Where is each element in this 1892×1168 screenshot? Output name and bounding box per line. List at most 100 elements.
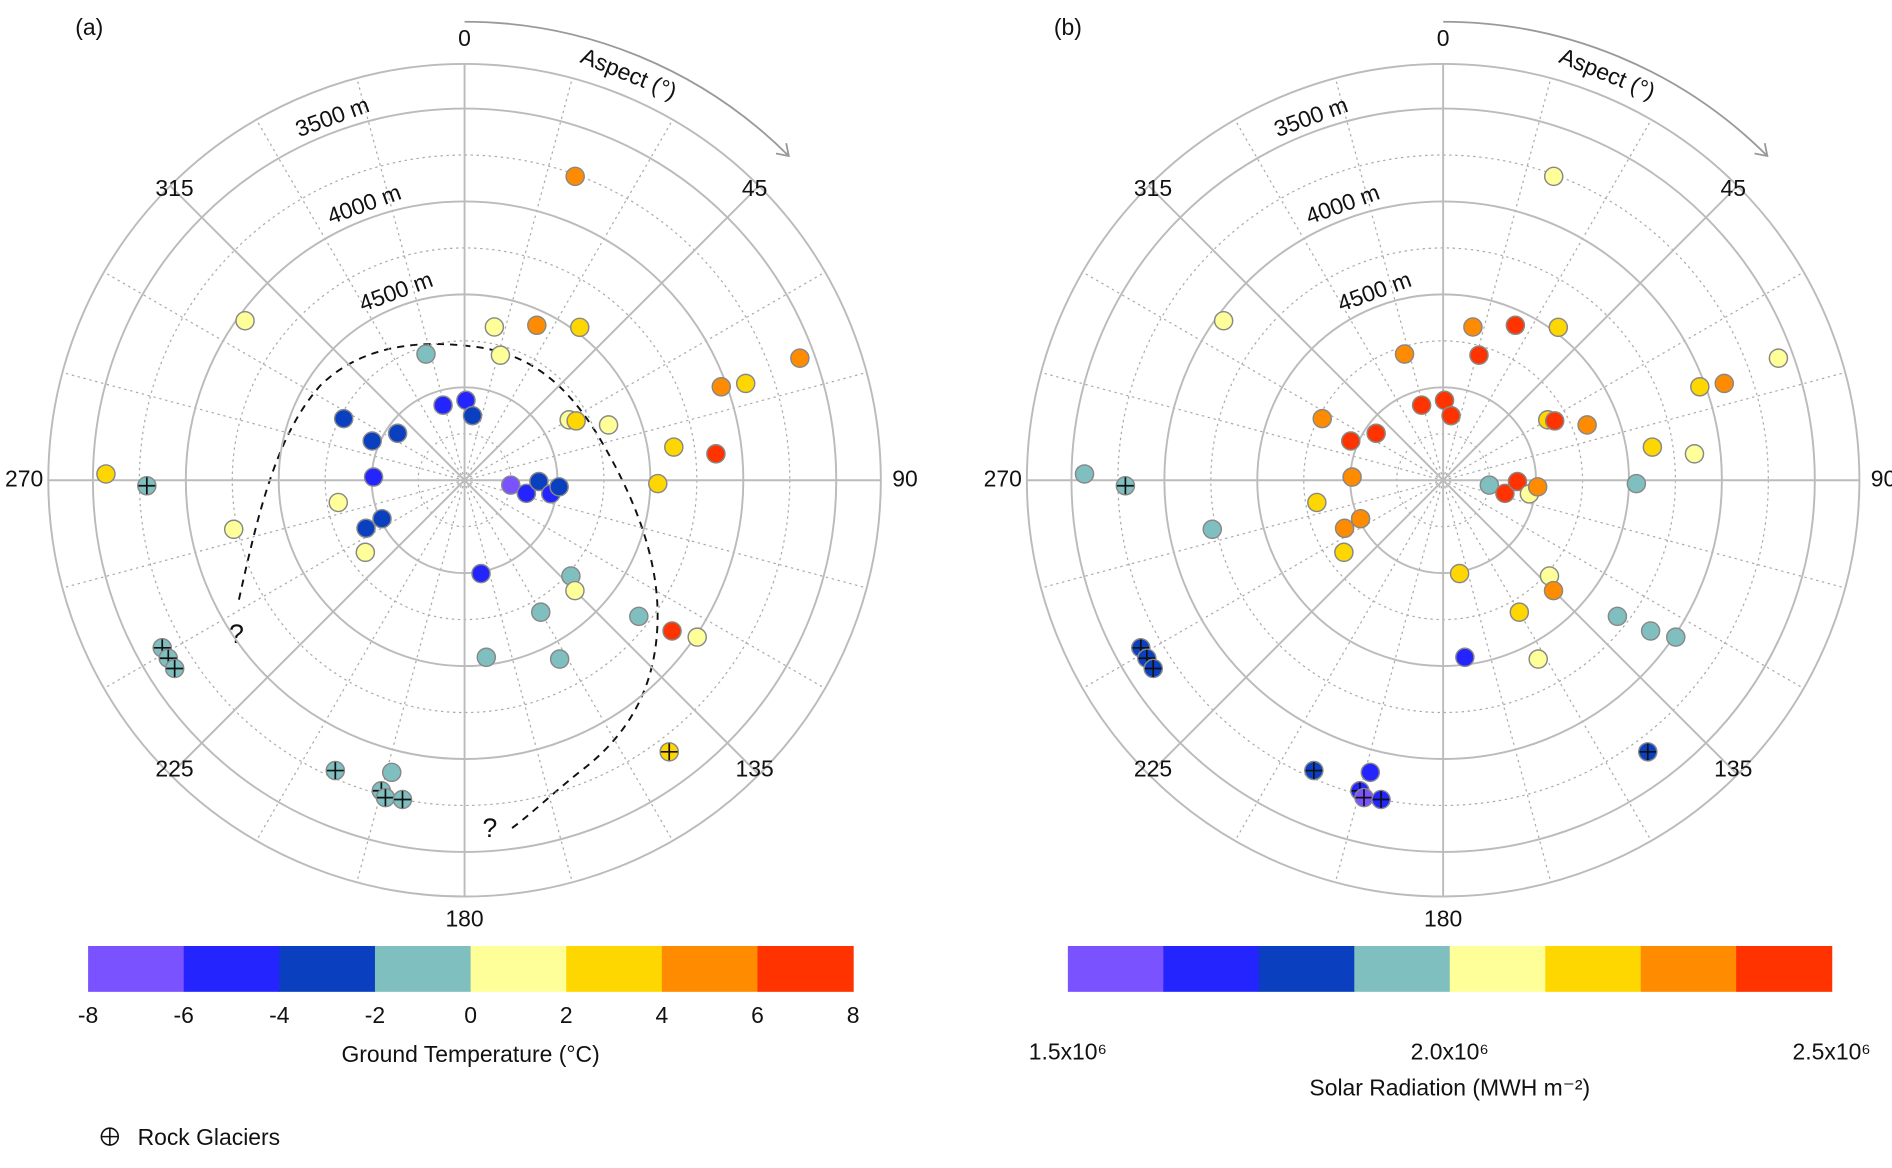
data-point (490, 345, 511, 365)
data-point (1312, 408, 1333, 429)
data-point (1548, 317, 1569, 338)
colorbar-tick-label: -2 (365, 1002, 385, 1028)
colorbar-tick-label: -6 (174, 1002, 194, 1028)
data-point (362, 431, 382, 451)
data-point (711, 377, 732, 397)
data-point (1626, 473, 1647, 494)
data-point (1350, 508, 1371, 529)
data-point (416, 344, 436, 364)
data-point (790, 348, 810, 368)
colorbar-bin (1163, 945, 1260, 992)
colorbar-tick-label: -4 (269, 1002, 290, 1028)
theta-tick-label: 315 (155, 175, 193, 201)
colorbar-tick-label: 8 (847, 1002, 860, 1028)
data-point (566, 411, 586, 431)
data-point (223, 519, 244, 540)
theta-tick-label: 225 (155, 755, 193, 781)
colorbar-bin (374, 945, 472, 992)
r-tick-label: 3500 m (1270, 91, 1351, 142)
data-point (471, 563, 491, 584)
data-point (1334, 542, 1354, 563)
data-point (1543, 166, 1564, 187)
colorbar-bin (1449, 945, 1546, 992)
data-point (333, 408, 354, 429)
panel-label: (a) (75, 14, 103, 40)
theta-tick-label: 180 (1424, 906, 1462, 932)
data-point (363, 467, 384, 487)
data-point (648, 473, 668, 494)
colorbar-bin (470, 945, 567, 992)
data-point (355, 542, 376, 563)
spoke (1148, 185, 1444, 481)
data-point (381, 762, 402, 783)
spoke (1148, 479, 1444, 776)
data-point (1495, 483, 1515, 504)
minor-spoke (1334, 480, 1444, 883)
data-point (1640, 621, 1661, 641)
colorbar-bin (183, 945, 280, 992)
data-point (1366, 423, 1386, 444)
data-point (1449, 563, 1470, 584)
colorbar-tick-label: 2.5x10⁶ (1793, 1038, 1871, 1064)
data-point (1505, 315, 1526, 336)
data-point (1394, 344, 1415, 364)
data-point (1074, 464, 1095, 484)
annotation: ? (483, 813, 498, 843)
theta-tick-label: 0 (1437, 25, 1450, 51)
data-point (516, 483, 537, 504)
data-point (1463, 317, 1483, 337)
r-tick-label: 4000 m (1302, 179, 1383, 230)
theta-tick-label: 270 (5, 465, 43, 491)
theta-tick-label: 135 (736, 755, 774, 781)
data-point (1441, 405, 1461, 426)
colorbar-tick-label: 6 (751, 1002, 764, 1028)
spoke (1442, 185, 1739, 481)
colorbar-bin (88, 945, 185, 992)
data-point (1714, 373, 1735, 394)
colorbar-bin (566, 945, 663, 992)
data-point (706, 444, 726, 464)
aspect-arrow (1443, 20, 1769, 158)
data-point (1507, 471, 1528, 492)
minor-spoke (1442, 480, 1552, 883)
data-point (387, 423, 408, 444)
data-point (549, 649, 570, 669)
spoke (169, 185, 466, 481)
colorbar-bin (1736, 945, 1833, 992)
polar-panel: 0 45 90 135 180 225 270 315 3500 m 4000 m 4500 m (a… (5, 14, 918, 1067)
data-point (687, 627, 707, 647)
theta-tick-label: 45 (742, 175, 767, 201)
legend: Rock Glaciers (100, 1124, 281, 1150)
colorbar-tick-label: 0 (464, 1002, 477, 1028)
data-point (1334, 518, 1355, 539)
minor-spoke (356, 480, 466, 883)
legend-label: Rock Glaciers (138, 1124, 281, 1150)
data-point (549, 477, 569, 497)
data-point (1469, 345, 1489, 365)
colorbar-bin (1545, 945, 1642, 992)
aspect-arrow (464, 20, 790, 158)
spoke (463, 479, 760, 776)
data-point (328, 492, 349, 513)
data-point (1202, 519, 1223, 540)
r-tick-label: 4500 m (1334, 266, 1415, 317)
theta-tick-label: 0 (458, 25, 471, 51)
colorbar-label: Ground Temperature (°C) (341, 1041, 599, 1067)
data-point (1213, 310, 1234, 331)
theta-tick-label: 270 (984, 465, 1022, 491)
spoke (463, 185, 760, 481)
colorbar-bin (279, 945, 376, 992)
colorbar-label: Solar Radiation (MWH m⁻²) (1309, 1075, 1590, 1101)
data-point (484, 317, 505, 337)
data-point (664, 437, 684, 457)
data-point (1527, 477, 1548, 497)
data-point (1340, 431, 1361, 451)
annotation: ? (229, 619, 244, 649)
minor-spoke (62, 479, 465, 589)
r-tick-label: 3500 m (292, 91, 373, 142)
colorbar-bin (1258, 945, 1355, 992)
theta-tick-label: 90 (1871, 465, 1892, 491)
colorbar-tick-label: 2.0x10⁶ (1411, 1038, 1489, 1064)
